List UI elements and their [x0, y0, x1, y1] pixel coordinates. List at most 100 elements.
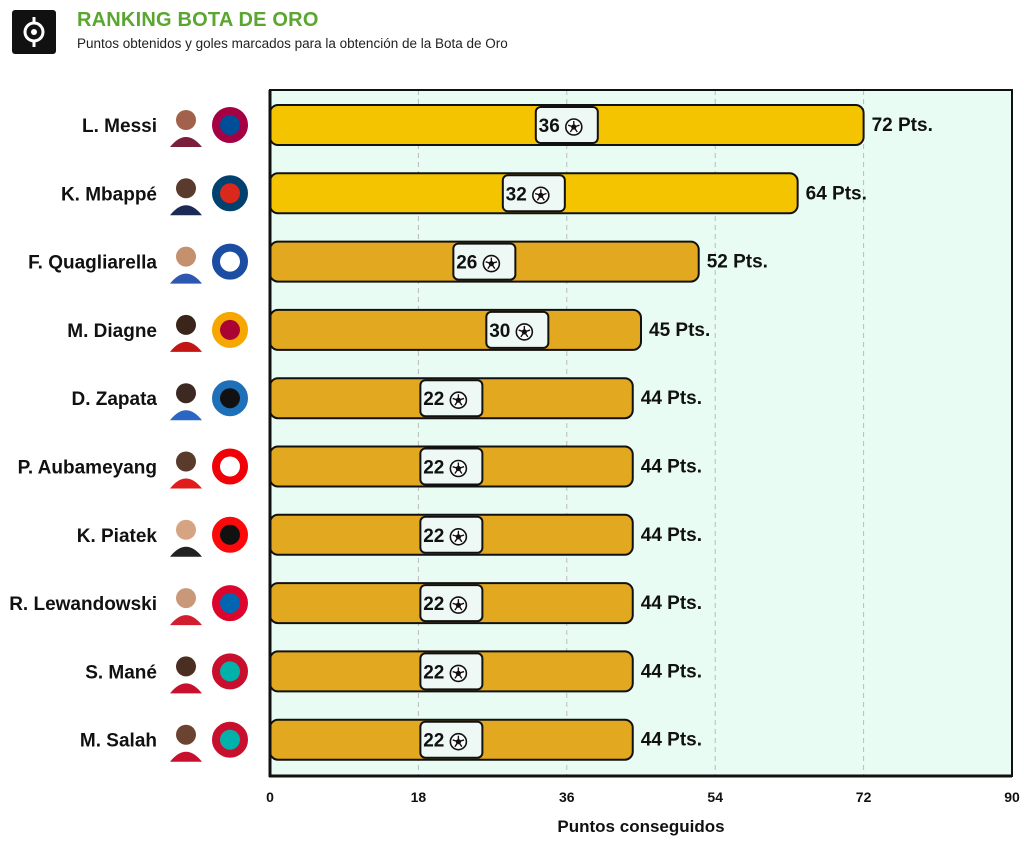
bar-row: F. Quagliarella 26 52 Pts.: [28, 240, 768, 284]
soccer-ball-icon: [449, 596, 468, 614]
x-tick-label: 72: [856, 789, 872, 805]
crest-core: [220, 661, 240, 682]
player-avatar: [170, 656, 202, 694]
ball-seam: [523, 331, 529, 338]
bar-row: D. Zapata 22 44 Pts.: [71, 377, 702, 421]
avatar-head: [176, 724, 196, 745]
crest-core: [220, 319, 240, 340]
ball-seam: [458, 534, 465, 538]
ball-seam: [518, 329, 525, 333]
bar: [269, 308, 642, 351]
ball-seam: [540, 194, 545, 201]
x-tick-label: 0: [266, 789, 274, 805]
soccer-ball-icon: [449, 664, 468, 683]
avatar-head: [176, 451, 196, 472]
x-tick-label: 90: [1004, 789, 1020, 805]
crest-core: [220, 729, 240, 750]
ball-seam: [452, 534, 459, 538]
ball-seam: [490, 263, 496, 270]
goals-label: 26: [456, 253, 477, 274]
player-name-label: D. Zapata: [71, 389, 157, 410]
player-name-label: M. Diagne: [67, 321, 157, 342]
crest-core: [220, 251, 240, 272]
avatar-head: [176, 656, 196, 677]
goals-badge: 36: [534, 106, 599, 144]
bar-row: M. Diagne 30 45 Pts.: [67, 308, 710, 352]
player-name-label: M. Salah: [80, 731, 157, 752]
ball-seam: [454, 672, 459, 679]
goals-badge: 30: [485, 310, 550, 349]
goals-label: 22: [423, 458, 444, 479]
goals-badge: 22: [419, 584, 484, 623]
crest-core: [220, 524, 240, 545]
goals-label: 22: [423, 389, 444, 410]
ball-seam: [567, 124, 575, 128]
points-label: 45 Pts.: [649, 320, 710, 341]
ball-seam: [454, 468, 459, 474]
liverpool-icon: [210, 651, 250, 692]
avatar-shirt: [170, 683, 202, 694]
bar-row: K. Mbappé 32 64 Pts.: [61, 172, 867, 216]
ball-seam: [457, 604, 463, 611]
player-avatar: [170, 314, 202, 352]
crest-core: [220, 183, 240, 204]
points-label: 44 Pts.: [641, 661, 702, 682]
avatar-shirt: [170, 615, 202, 626]
player-name-label: P. Aubameyang: [18, 458, 157, 479]
ball-seam: [452, 739, 459, 743]
avatar-head: [176, 246, 196, 267]
ball-seam: [458, 670, 465, 675]
crest-core: [220, 456, 240, 477]
goals-label: 32: [506, 184, 527, 205]
ball-seam: [520, 331, 525, 338]
x-tick-label: 18: [411, 789, 427, 805]
ball-seam: [457, 468, 463, 474]
avatar-shirt: [170, 410, 202, 421]
pitch-icon: [23, 17, 45, 47]
points-label: 52 Pts.: [707, 252, 768, 273]
avatar-head: [176, 178, 196, 199]
avatar-head: [176, 110, 196, 130]
ball-seam: [458, 397, 465, 401]
avatar-shirt: [170, 137, 202, 147]
x-axis-title: Puntos conseguidos: [557, 817, 724, 836]
player-avatar: [170, 451, 202, 489]
ball-seam: [524, 329, 531, 333]
soccer-ball-icon: [449, 527, 468, 546]
chart-title: RANKING BOTA DE ORO: [77, 9, 319, 31]
ball-seam: [458, 466, 465, 470]
crest-core: [220, 388, 240, 409]
goals-badge: 22: [419, 652, 484, 691]
avatar-head: [176, 519, 196, 540]
ball-seam: [452, 466, 459, 470]
avatar-shirt: [170, 341, 202, 352]
psg-icon: [210, 173, 250, 214]
ball-seam: [454, 741, 459, 748]
ball-seam: [573, 126, 578, 133]
bayern-icon: [210, 583, 250, 624]
player-name-label: R. Lewandowski: [9, 594, 157, 615]
goals-badge: 22: [419, 515, 484, 554]
fc-barcelona-icon: [210, 105, 250, 145]
points-label: 72 Pts.: [872, 115, 933, 136]
points-label: 44 Pts.: [641, 730, 702, 751]
bar-row: L. Messi 36 72 Pts.: [82, 104, 933, 147]
player-avatar: [170, 519, 202, 557]
soccer-ball-icon: [449, 391, 468, 410]
soccer-ball-icon: [449, 459, 468, 478]
ball-seam: [457, 536, 463, 543]
ball-seam: [485, 261, 492, 265]
crest-core: [220, 593, 240, 614]
avatar-shirt: [170, 546, 202, 557]
ac-milan-icon: [210, 514, 250, 555]
goals-label: 30: [489, 321, 510, 342]
player-avatar: [170, 383, 202, 421]
player-name-label: K. Piatek: [77, 526, 158, 547]
ball-seam: [458, 602, 465, 606]
bar-row: R. Lewandowski 22 44 Pts.: [9, 582, 702, 626]
x-tick-label: 36: [559, 789, 575, 805]
avatar-shirt: [170, 478, 202, 489]
ball-seam: [457, 741, 463, 748]
player-avatar: [170, 588, 202, 626]
